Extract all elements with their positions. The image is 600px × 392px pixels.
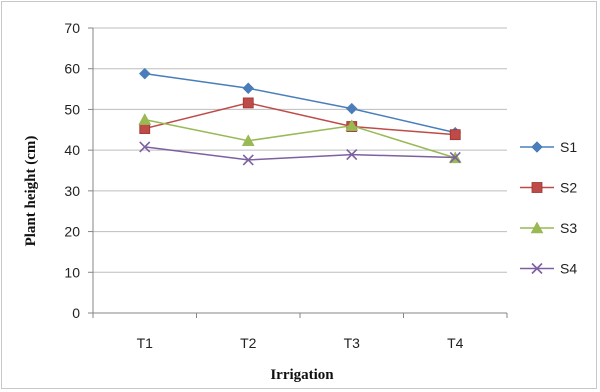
gridlines [93,27,507,273]
y-tick-label: 10 [64,264,80,280]
y-tick-label: 40 [64,142,80,158]
data-point-s4 [346,149,358,161]
data-point-s2 [139,123,151,134]
series-lines [138,67,462,166]
series-line-s2 [144,102,456,136]
y-tick-label: 20 [64,224,80,240]
data-point-s1 [345,102,358,115]
x-tick-label: T4 [447,335,464,351]
legend-label-s2: S2 [560,180,577,196]
axes: 0 10 20 30 40 50 60 70 T1 T2 T3 T4 [64,20,508,351]
data-point-s2 [242,97,254,109]
y-tick-label: 30 [64,183,80,199]
y-tick-label: 0 [72,305,80,321]
series-line-s4 [144,146,456,161]
data-point-s1 [242,82,255,95]
y-axis-title: Plant height (cm) [23,136,39,247]
x-tick-label: T2 [240,335,257,351]
legend-label-s4: S4 [560,261,577,277]
data-point-s1 [138,67,151,80]
legend-label-s1: S1 [560,139,577,155]
x-tick-label: T3 [344,335,361,351]
data-point-s3 [138,113,152,125]
series-line-s1 [144,72,456,134]
legend-marker-s1 [531,141,543,153]
y-tick-label: 50 [64,101,80,117]
legend-label-s3: S3 [560,220,577,236]
y-tick-label: 60 [64,61,80,77]
data-point-s2 [449,129,461,141]
legend-marker-s3 [530,221,544,234]
data-point-s4 [242,154,254,166]
data-point-s3 [241,134,255,147]
x-axis-title: Irrigation [270,367,334,383]
legend-marker-s4 [531,262,543,275]
data-point-s4 [139,141,151,153]
legend-marker-s2 [531,182,543,193]
data-point-s3 [345,119,359,131]
data-point-s4 [449,151,461,164]
legend: S1 S2 S3 S4 [520,139,577,277]
x-tick-label: T1 [137,335,154,351]
series-line-s3 [144,118,456,159]
y-tick-label: 70 [64,20,80,36]
